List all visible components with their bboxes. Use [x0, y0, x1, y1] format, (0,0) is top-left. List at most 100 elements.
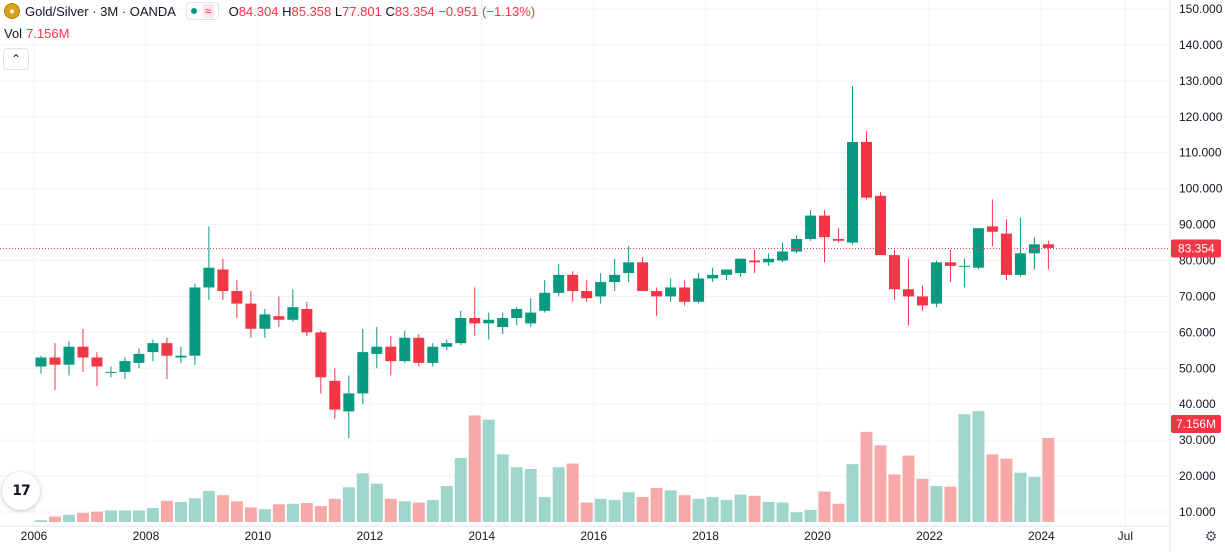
volume-bar	[496, 454, 509, 522]
time-tick-label: 2020	[804, 529, 831, 543]
candle-body	[315, 332, 327, 378]
volume-bar	[524, 469, 537, 522]
price-tick-label: 70.000	[1179, 289, 1216, 303]
volume-bar	[426, 500, 439, 522]
tradingview-logo-icon[interactable]: 17	[2, 472, 40, 510]
candle-body	[623, 262, 635, 274]
candle-body	[749, 260, 761, 263]
gear-icon[interactable]: ⚙	[1203, 528, 1219, 544]
low-value: 77.801	[342, 3, 382, 19]
volume-label[interactable]: Vol	[4, 26, 23, 41]
chevron-up-icon: ⌃	[10, 52, 22, 66]
candle-body	[1000, 233, 1012, 275]
volume-bar	[762, 501, 775, 522]
candle-body	[916, 296, 928, 306]
candle-body	[763, 258, 775, 263]
volume-bar	[482, 419, 495, 522]
ohlc-values: O84.304 H85.358 L77.801 C83.354 −0.951 (…	[229, 4, 536, 19]
candle-body	[511, 309, 523, 318]
price-tick-label: 150.000	[1179, 2, 1223, 16]
volume-bar	[888, 474, 901, 522]
candle-body	[609, 274, 621, 283]
candle-body	[986, 226, 998, 232]
candle-body	[874, 195, 886, 256]
volume-bar	[1028, 476, 1041, 522]
collapse-legend-button[interactable]: ⌃	[3, 48, 29, 70]
volume-bar	[76, 512, 89, 522]
volume-bar	[776, 502, 789, 522]
volume-bar	[314, 506, 327, 522]
candle-body	[91, 357, 103, 367]
market-status-pill[interactable]: ≈	[185, 2, 219, 20]
volume-bar	[1000, 458, 1013, 522]
price-tick-label: 120.000	[1179, 110, 1223, 124]
candle-body	[441, 343, 453, 347]
volume-bar	[468, 415, 481, 522]
volume-bar	[398, 501, 411, 522]
volume-bar	[860, 431, 873, 522]
candle-body	[497, 317, 509, 327]
high-label: H	[282, 3, 292, 19]
volume-bar	[944, 486, 957, 522]
volume-bar	[580, 502, 593, 522]
price-tick-label: 60.000	[1179, 325, 1216, 339]
candle-body	[707, 274, 719, 279]
candle-body	[77, 346, 89, 358]
price-tick-label: 20.000	[1179, 469, 1216, 483]
volume-bar	[916, 478, 929, 522]
volume-bar	[538, 497, 551, 522]
volume-bar	[818, 491, 831, 522]
time-tick-label: 2016	[580, 529, 607, 543]
last-volume-badge	[1171, 415, 1221, 433]
volume-bar	[650, 487, 663, 522]
high-value: 85.358	[291, 3, 332, 19]
candle-body	[581, 291, 593, 299]
low-label: L	[334, 3, 343, 19]
grid	[0, 0, 1170, 526]
volume-bar	[384, 498, 397, 522]
candle-body	[133, 353, 145, 363]
candle-body	[944, 262, 956, 266]
close-label: C	[385, 3, 395, 19]
candle-body	[902, 289, 914, 297]
candle-body	[833, 238, 845, 241]
candle-body	[119, 361, 131, 372]
price-tick-label: 30.000	[1179, 433, 1216, 447]
candle-body	[805, 215, 817, 239]
gold-coin-icon: ●	[4, 3, 20, 19]
symbol-title[interactable]: Gold/Silver · 3M · OANDA	[25, 3, 176, 19]
price-tick-label: 110.000	[1179, 146, 1222, 160]
volume-bar	[510, 467, 523, 522]
volume-bar	[230, 501, 243, 522]
candle-body	[665, 287, 677, 297]
candle-body	[231, 291, 243, 304]
time-tick-label: Jul	[1118, 529, 1133, 543]
price-tick-label: 140.000	[1179, 38, 1223, 52]
volume-bar	[692, 498, 705, 522]
candle-body	[930, 262, 942, 304]
volume-bar	[846, 464, 859, 522]
time-tick-label: 2006	[21, 529, 48, 543]
symbol-legend: ● Gold/Silver · 3M · OANDA ≈ O84.304 H85…	[4, 2, 535, 20]
candle-body	[553, 274, 565, 293]
candle-body	[413, 337, 425, 363]
volume-bar	[146, 507, 159, 522]
candle-body	[273, 316, 285, 320]
candle-body	[637, 262, 649, 292]
candle-body	[175, 355, 187, 358]
candle-body	[567, 274, 579, 292]
candle-body	[1042, 244, 1054, 248]
candle-body	[49, 357, 61, 365]
price-tick-label: 50.000	[1179, 361, 1216, 375]
candle-body	[455, 317, 467, 344]
volume-bar	[286, 503, 299, 522]
time-tick-label: 2012	[356, 529, 383, 543]
candle-body	[595, 282, 607, 297]
candle-body	[385, 346, 397, 362]
volume-bar	[664, 490, 677, 522]
volume-bar	[370, 483, 383, 522]
price-tick-label: 40.000	[1179, 397, 1216, 411]
last-price-badge	[1171, 239, 1221, 258]
volume-bar	[48, 516, 61, 522]
